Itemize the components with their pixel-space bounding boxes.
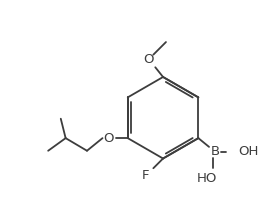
Text: O: O: [143, 53, 154, 66]
Text: B: B: [210, 145, 220, 158]
Text: HO: HO: [197, 172, 217, 185]
Text: OH: OH: [238, 145, 258, 158]
Text: O: O: [103, 132, 114, 145]
Text: F: F: [142, 170, 149, 182]
